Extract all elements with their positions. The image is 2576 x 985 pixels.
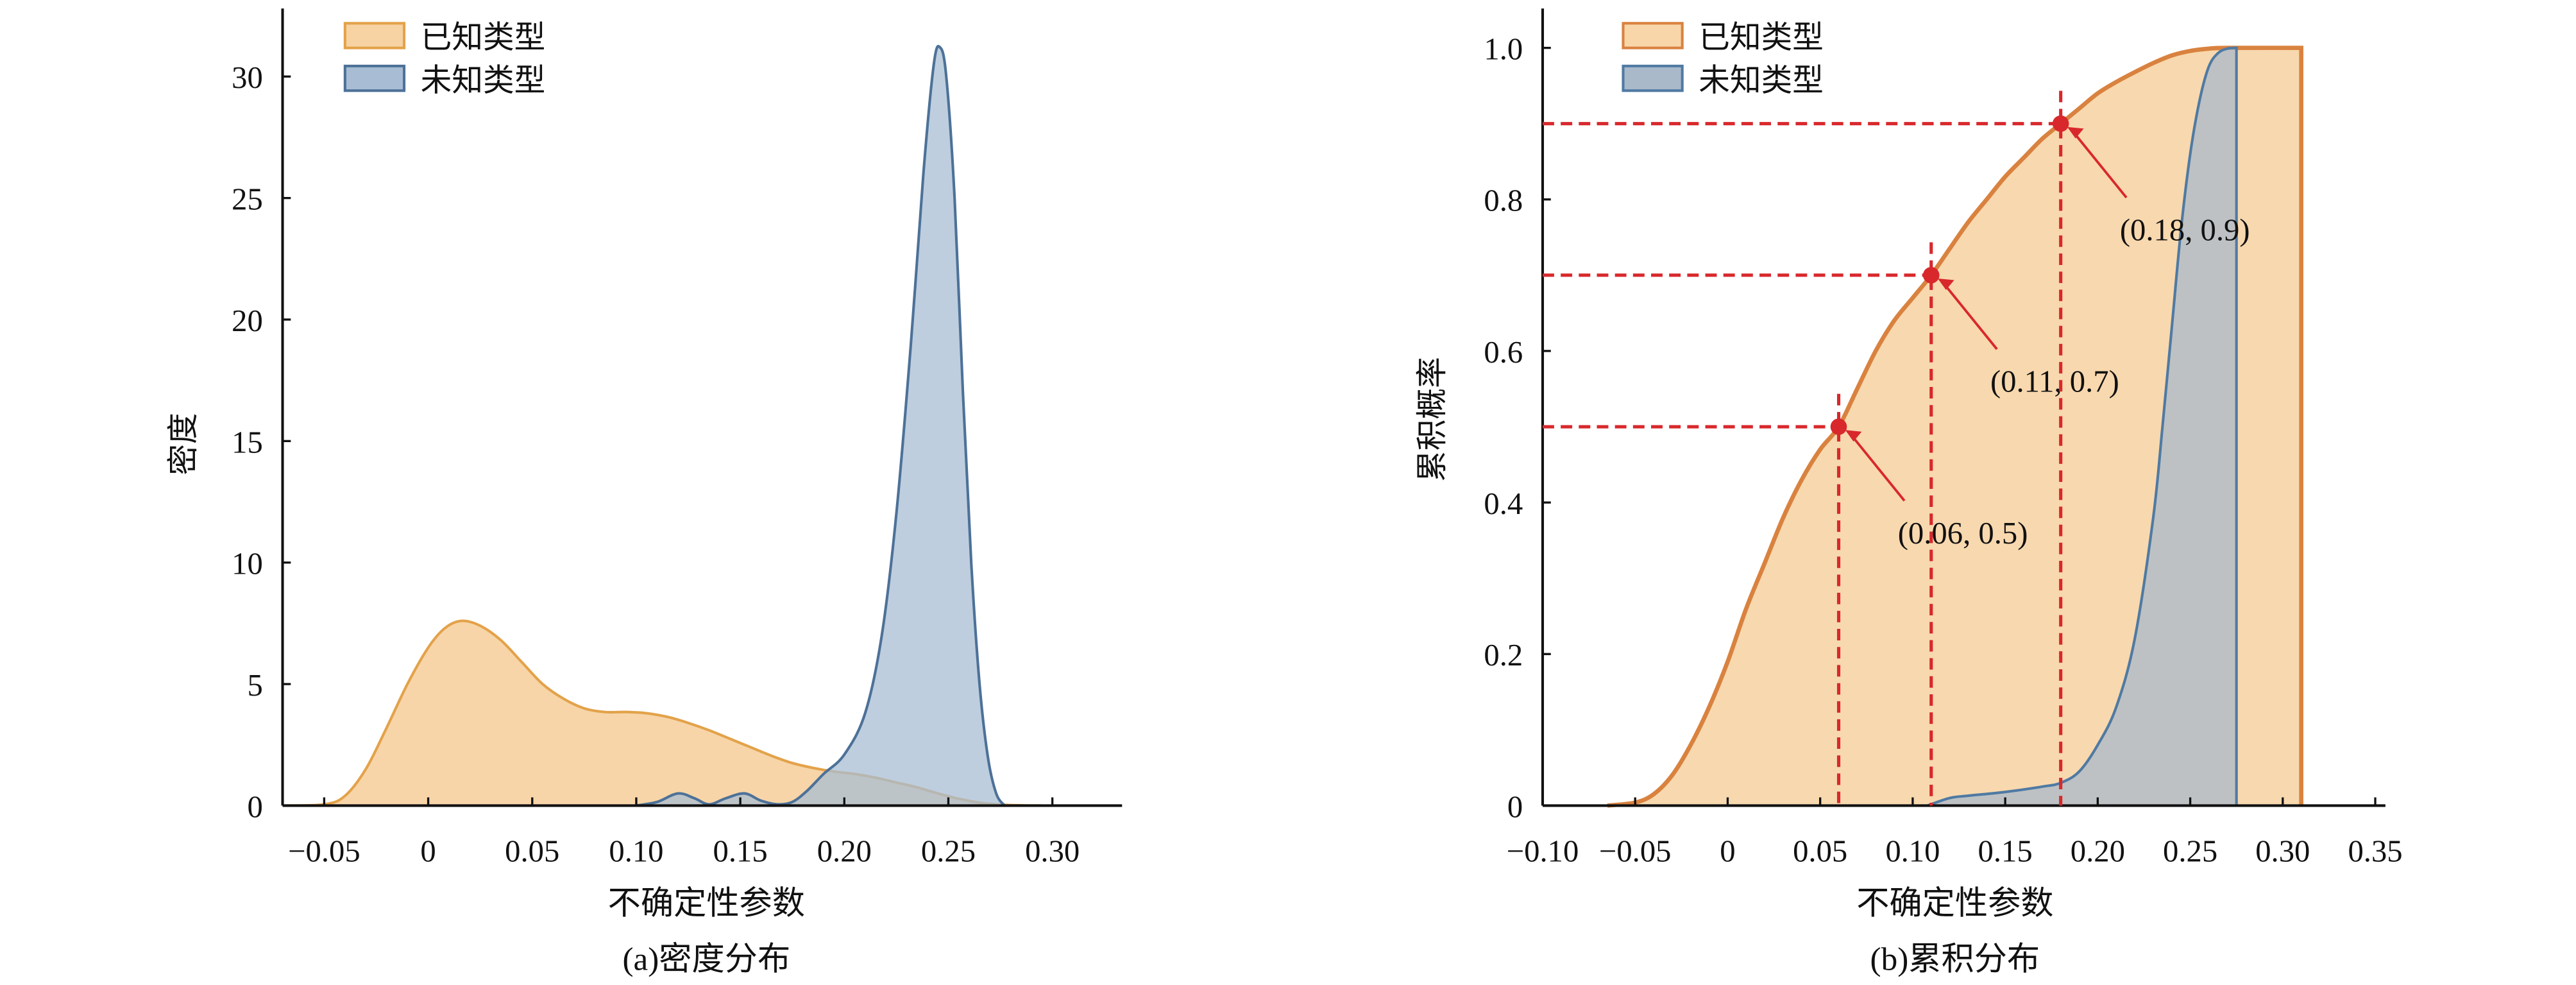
density-series-group [282,44,1042,807]
legend-label: 已知类型 [421,21,546,55]
density-x-tick-label: 0.20 [817,834,872,868]
legend-swatch-unknown [343,64,406,92]
annotation-label: (0.11, 0.7) [1990,364,2119,399]
legend-label: 未知类型 [421,63,546,98]
annotation-label: (0.06, 0.5) [1898,516,2028,551]
density-y-tick-label: 5 [247,668,262,703]
cumulative-line-unknown [1927,46,2238,807]
density-y-tick-label: 20 [232,304,263,338]
cumulative-x-tick-label: 0.05 [1793,834,1847,868]
annotation-2: (0.18, 0.9) [1542,90,2250,806]
density-xlabel: 不确定性参数 [608,885,805,921]
density-ylabel: 密度 [166,413,201,475]
legend-swatch-known [1622,22,1684,49]
annotation-arrow-line [1847,431,1906,502]
legend-swatch-unknown [1622,64,1684,92]
annotation-label: (0.18, 0.9) [2120,213,2250,248]
cumulative-area-unknown [1927,47,2237,806]
density-y-tick-label: 15 [232,425,263,459]
density-y-tick-label: 10 [232,547,263,581]
legend-label: 已知类型 [1699,21,1824,55]
cumulative-x-tick-label: 0.10 [1885,834,1940,868]
annotation-1: (0.11, 0.7) [1542,242,2119,806]
cumulative-caption: (b)累积分布 [1870,941,2040,978]
annotation-arrow-line [2069,128,2128,199]
annotation-arrowhead-icon [1937,278,1954,290]
cumulative-y-tick-label: 0 [1507,789,1523,824]
density-x-tick-label: 0.25 [921,834,976,868]
legend-label: 未知类型 [1699,63,1824,98]
cumulative-x-tick-label: 0 [1720,834,1735,868]
density-area-unknown [636,46,1005,806]
cumulative-y-tick-label: 0.6 [1484,335,1523,370]
cumulative-x-tick-label: 0.30 [2255,834,2310,868]
density-panel: 密度 不确定性参数 (a)密度分布 −0.05 0 0.05 0.10 0.15 0.20… [166,8,1123,978]
cumulative-x-tick-label: 0.35 [2348,834,2402,868]
cumulative-y-tick-label: 0.8 [1484,184,1523,218]
cumulative-ylabel: 累积概率 [1415,357,1450,482]
annotation-point-marker [1922,267,1940,284]
cumulative-xlabel: 不确定性参数 [1856,885,2053,921]
legend-swatch-known [343,22,406,49]
cumulative-y-tick-label: 0.2 [1484,638,1523,672]
density-y-tick-label: 0 [247,789,262,824]
density-x-tick-label: 0.10 [609,834,663,868]
cumulative-x-tick-label: 0.25 [2163,834,2217,868]
density-x-tick-label: 0.05 [505,834,559,868]
cumulative-x-tick-label: 0.20 [2071,834,2125,868]
annotation-point-marker [1830,418,1847,435]
annotation-arrowhead-icon [1845,430,1862,442]
cumulative-area-known [1607,47,2301,806]
density-x-tick-label: 0 [420,834,436,868]
annotation-point-marker [2052,115,2069,132]
density-area-known [282,621,1042,806]
cumulative-y-tick-label: 0.4 [1484,486,1523,521]
annotation-arrow-line [1940,279,1998,350]
density-y-tick-label: 30 [232,60,263,95]
density-caption: (a)密度分布 [622,941,790,978]
density-line-unknown [636,44,1006,807]
density-x-tick-label: 0.30 [1025,834,1080,868]
annotation-0: (0.06, 0.5) [1542,393,2028,806]
cumulative-panel: 累积概率 不确定性参数 (b)累积分布 −0.10 −0.05 0 0.05 0.10 0… [1415,8,2403,978]
density-x-tick-label: 0.15 [713,834,768,868]
cumulative-y-tick-label: 1.0 [1484,32,1523,67]
cumulative-x-tick-label: −0.10 [1507,834,1579,868]
annotation-arrowhead-icon [2067,126,2084,139]
cumulative-x-tick-label: 0.15 [1978,834,2033,868]
density-y-tick-label: 25 [232,182,263,217]
density-x-tick-label: −0.05 [288,834,360,868]
cumulative-x-tick-label: −0.05 [1599,834,1672,868]
